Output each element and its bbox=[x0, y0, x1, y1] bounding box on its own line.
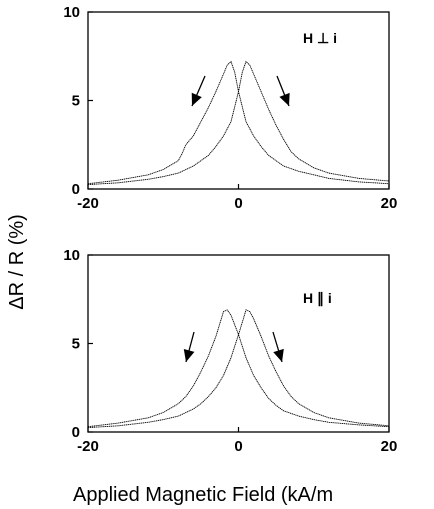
y-axis-label: ΔR / R (%) bbox=[6, 214, 28, 310]
x-tick-label: 0 bbox=[234, 195, 242, 212]
y-tick-label: 10 bbox=[63, 247, 80, 264]
series-line-up bbox=[87, 60, 390, 186]
y-tick-label: 5 bbox=[72, 336, 80, 353]
series-line-up bbox=[87, 309, 390, 429]
y-tick-label: 0 bbox=[72, 181, 80, 198]
x-tick-label: 20 bbox=[381, 438, 398, 455]
x-tick-label: -20 bbox=[77, 438, 99, 455]
y-tick-label: 5 bbox=[72, 93, 80, 110]
y-tick-label: 0 bbox=[72, 424, 80, 441]
x-tick-label: -20 bbox=[77, 195, 99, 212]
x-tick-label: 0 bbox=[234, 438, 242, 455]
sweep-arrow-head bbox=[183, 348, 195, 362]
sweep-arrow-head bbox=[273, 348, 284, 362]
sweep-arrow-head bbox=[191, 92, 202, 106]
field-orientation-label: H ⊥ i bbox=[303, 30, 337, 46]
series-line-down bbox=[87, 309, 390, 428]
sweep-arrow-head bbox=[279, 92, 290, 106]
x-axis-label: Applied Magnetic Field (kA/m bbox=[73, 484, 333, 506]
plot-frame bbox=[87, 11, 390, 190]
x-tick-label: 20 bbox=[381, 195, 398, 212]
field-orientation-label: H ∥ i bbox=[303, 290, 332, 307]
y-tick-label: 10 bbox=[63, 4, 80, 21]
plot-frame bbox=[87, 254, 390, 433]
series-line-down bbox=[87, 60, 390, 185]
